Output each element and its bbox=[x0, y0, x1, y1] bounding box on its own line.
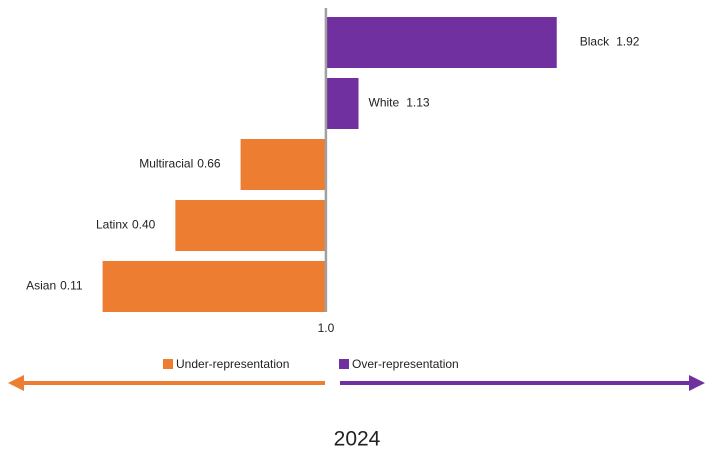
legend-label: Over-representation bbox=[352, 357, 459, 371]
category-label: Latinx bbox=[96, 218, 128, 232]
bar bbox=[240, 139, 326, 190]
legend-swatch bbox=[163, 359, 173, 369]
bar bbox=[325, 78, 359, 129]
category-label: White bbox=[369, 96, 400, 110]
value-label: 0.40 bbox=[132, 218, 156, 232]
category-label: Asian bbox=[26, 279, 56, 293]
x-tick-label: 1.0 bbox=[318, 321, 335, 335]
category-label: Multiracial bbox=[139, 157, 193, 171]
category-label: Black bbox=[580, 35, 610, 49]
legend-label: Under-representation bbox=[176, 357, 289, 371]
bar bbox=[325, 17, 557, 68]
bar bbox=[175, 200, 326, 251]
value-label: 1.92 bbox=[616, 35, 640, 49]
under-arrowhead bbox=[8, 375, 24, 391]
value-label: 1.13 bbox=[406, 96, 430, 110]
over-arrowhead bbox=[689, 375, 705, 391]
bar bbox=[102, 261, 326, 312]
chart-title: 2024 bbox=[334, 428, 381, 451]
legend-swatch bbox=[339, 359, 349, 369]
value-label: 0.66 bbox=[197, 157, 221, 171]
value-label: 0.11 bbox=[60, 279, 83, 293]
